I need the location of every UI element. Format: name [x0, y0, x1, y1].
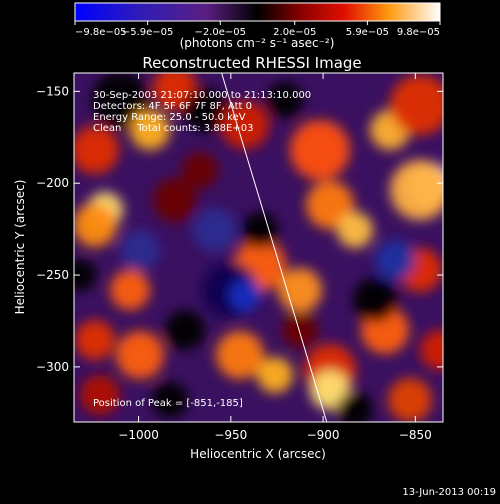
y-axis-label: Heliocentric Y (arcsec)	[13, 180, 27, 315]
plot-frame	[73, 72, 444, 423]
colorbar-tick-label: −2.0e−05	[194, 27, 246, 38]
axis-ticks: −1000 −950 −900 −850 −150 −200 −250 −300	[36, 73, 443, 442]
colorbar-tick-label: 2.0e−05	[273, 27, 316, 38]
x-tick-label: −850	[399, 428, 432, 442]
x-tick-label: −950	[214, 428, 247, 442]
annotation-detectors: Detectors: 4F 5F 6F 7F 8F, Att 0	[93, 101, 252, 112]
annotation-time-range: 30-Sep-2003 21:07:10.000 to 21:13:10.000	[93, 90, 311, 101]
y-tick-label: −300	[36, 360, 69, 374]
annotation-energy: Energy Range: 25.0 - 50.0 keV	[93, 112, 246, 123]
colorbar-tick-label: 5.9e−05	[346, 27, 389, 38]
y-tick-label: −150	[36, 84, 69, 98]
image-area	[74, 73, 443, 422]
colorbar-units: (photons cm⁻² s⁻¹ asec⁻²)	[180, 36, 335, 50]
colorbar	[74, 2, 441, 22]
annotation-algorithm: Clean Total counts: 3.88E+03	[93, 123, 253, 134]
footer-timestamp: 13-Jun-2013 00:19	[402, 487, 496, 498]
colorbar-tick-label: −9.8e−05	[75, 27, 127, 38]
annotation-peak: Position of Peak = [-851,-185]	[93, 398, 243, 409]
colorbar-ticks: −9.8e−05−5.9e−05 −2.0e−05 2.0e−05 5.9e−05 9.…	[74, 21, 441, 38]
x-tick-label: −1000	[118, 428, 159, 442]
x-tick-label: −900	[307, 428, 340, 442]
y-tick-label: −250	[36, 268, 69, 282]
colorbar-tick-label: 9.8e−05	[397, 27, 440, 38]
y-tick-label: −200	[36, 176, 69, 190]
x-axis-label: Heliocentric X (arcsec)	[190, 447, 326, 461]
colorbar-tick-label: −5.9e−05	[122, 27, 174, 38]
chart-title: Reconstructed RHESSI Image	[142, 54, 361, 72]
solar-limb-line	[221, 73, 328, 422]
